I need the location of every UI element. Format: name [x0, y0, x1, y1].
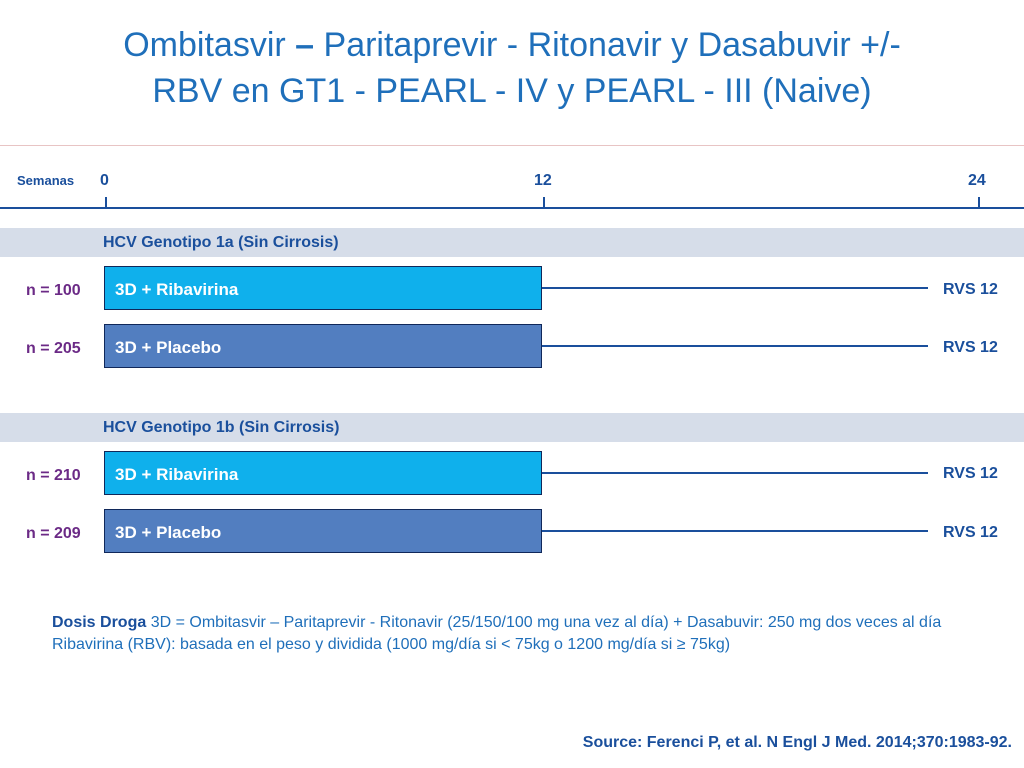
follow-up-line — [542, 530, 928, 532]
tick-label-0: 0 — [100, 172, 109, 189]
arm-label: 3D + Placebo — [115, 523, 222, 542]
group-band-1a: HCV Genotipo 1a (Sin Cirrosis) — [0, 228, 1024, 257]
outcome-label: RVS 12 — [943, 281, 998, 298]
timeline-label: Semanas — [17, 173, 75, 188]
follow-up-line — [542, 472, 928, 474]
outcome-label: RVS 12 — [943, 524, 998, 541]
title-part-1: Ombitasvir — [123, 26, 296, 64]
arm-label: 3D + Placebo — [115, 338, 222, 357]
arm-n-label: n = 100 — [26, 282, 81, 299]
follow-up-line — [542, 287, 928, 289]
tick-mark-24 — [978, 197, 980, 208]
group-label-1a: HCV Genotipo 1a (Sin Cirrosis) — [103, 234, 339, 251]
group-label-1b: HCV Genotipo 1b (Sin Cirrosis) — [103, 419, 340, 436]
arm-label: 3D + Ribavirina — [115, 280, 239, 299]
arm-bar-ribavirina: 3D + Ribavirina — [104, 451, 542, 495]
dosage-note: Dosis Droga 3D = Ombitasvir – Paritaprev… — [52, 612, 1012, 656]
timeline-axis — [0, 207, 1024, 209]
dosage-text-1: 3D = Ombitasvir – Paritaprevir - Ritonav… — [146, 614, 942, 631]
arm-bar-ribavirina: 3D + Ribavirina — [104, 266, 542, 310]
tick-label-12: 12 — [534, 172, 552, 189]
arm-n-label: n = 205 — [26, 340, 81, 357]
title-line-2: RBV en GT1 - PEARL - IV y PEARL - III (N… — [152, 72, 872, 110]
outcome-label: RVS 12 — [943, 339, 998, 356]
tick-label-24: 24 — [968, 172, 986, 189]
dosage-line-2: Ribavirina (RBV): basada en el peso y di… — [52, 636, 731, 653]
source-citation: Source: Ferenci P, et al. N Engl J Med. … — [582, 734, 1012, 751]
title-divider — [0, 145, 1024, 146]
tick-mark-12 — [543, 197, 545, 208]
title-dash: – — [295, 26, 315, 64]
arm-n-label: n = 210 — [26, 467, 81, 484]
outcome-label: RVS 12 — [943, 465, 998, 482]
arm-bar-placebo: 3D + Placebo — [104, 509, 542, 553]
title-line-1: Ombitasvir – Paritaprevir - Ritonavir y … — [0, 22, 1024, 68]
tick-mark-0 — [105, 197, 107, 208]
arm-bar-placebo: 3D + Placebo — [104, 324, 542, 368]
follow-up-line — [542, 345, 928, 347]
dosage-line-1: Dosis Droga 3D = Ombitasvir – Paritaprev… — [52, 612, 1012, 634]
group-band-1b: HCV Genotipo 1b (Sin Cirrosis) — [0, 413, 1024, 442]
dosage-label: Dosis Droga — [52, 614, 147, 631]
title-part-2: Paritaprevir - Ritonavir y Dasabuvir +/- — [314, 26, 901, 64]
arm-label: 3D + Ribavirina — [115, 465, 239, 484]
arm-n-label: n = 209 — [26, 525, 81, 542]
slide-title: Ombitasvir – Paritaprevir - Ritonavir y … — [0, 22, 1024, 114]
